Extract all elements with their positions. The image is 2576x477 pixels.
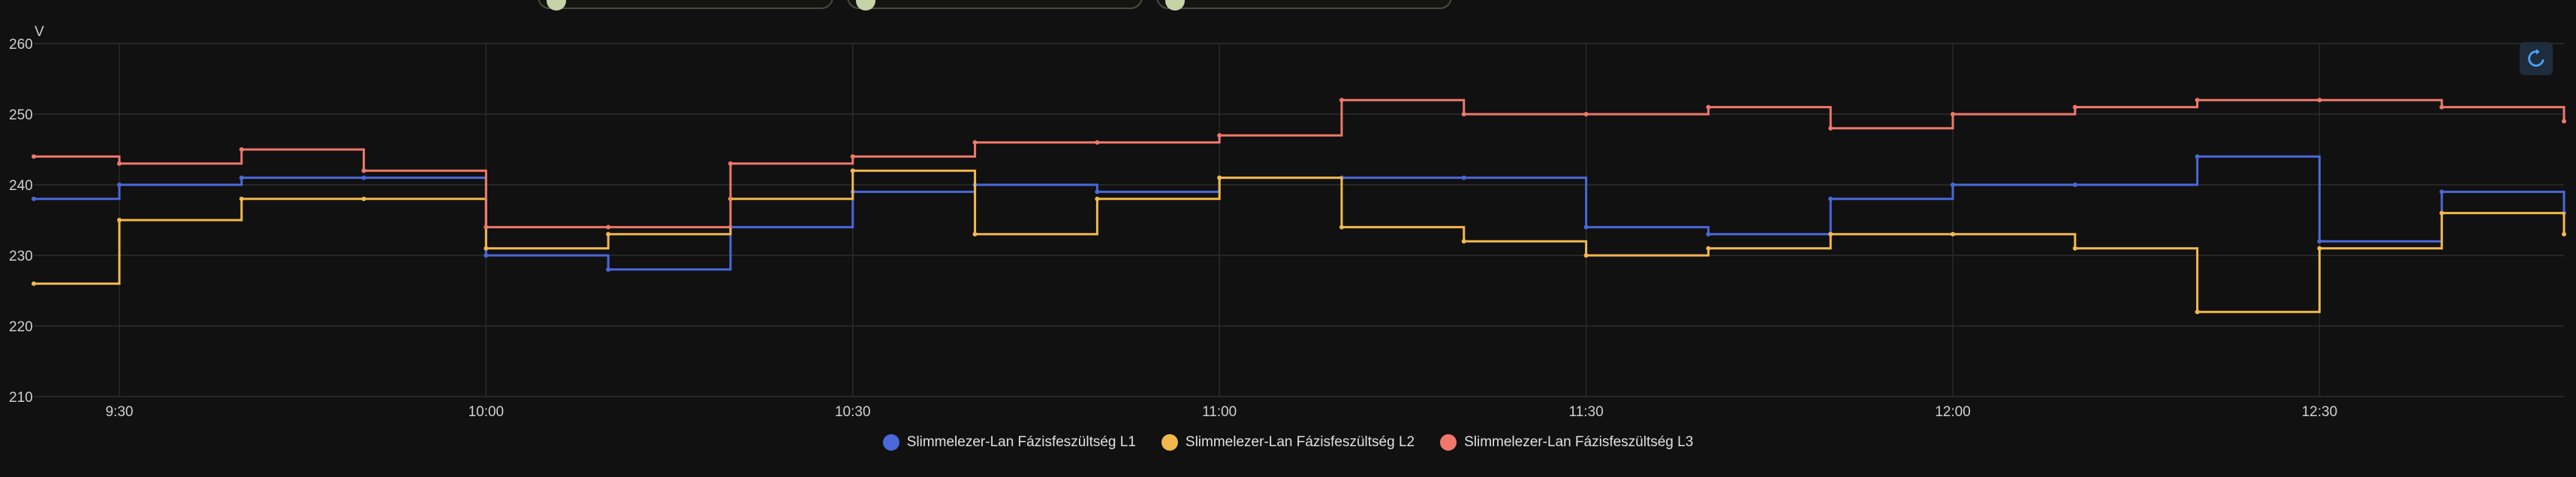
- data-point-l1: [2439, 189, 2445, 195]
- restore-icon: [2528, 49, 2544, 67]
- chip-dot-icon: [547, 0, 566, 11]
- series-line-l3: [34, 98, 2565, 228]
- chip-dot-icon: [1165, 0, 1185, 11]
- data-point-l2: [2195, 309, 2200, 315]
- data-point-l1: [1461, 175, 1466, 180]
- data-point-l1: [1950, 183, 1955, 187]
- data-point-l1: [1706, 231, 1711, 237]
- data-point-l1: [606, 267, 611, 272]
- grid: [34, 43, 2564, 397]
- data-point-l3: [1706, 104, 1711, 110]
- data-point-l3: [1095, 140, 1100, 145]
- data-point-l2: [972, 231, 978, 237]
- data-point-l3: [2072, 104, 2077, 110]
- data-point-l2: [2439, 210, 2445, 216]
- legend-swatch: [1161, 434, 1178, 451]
- chip-dot-icon: [856, 0, 875, 11]
- data-point-l2: [1706, 246, 1711, 251]
- x-tick-label: 9:30: [105, 404, 133, 420]
- legend-label: Slimmelezer-Lan Fázisfeszültség L1: [906, 434, 1136, 450]
- data-point-l1: [1095, 189, 1100, 195]
- data-point-l2: [32, 281, 36, 286]
- reset-zoom-button[interactable]: [2520, 42, 2553, 75]
- data-point-l2: [1828, 231, 1833, 237]
- data-point-l3: [239, 147, 244, 152]
- legend-swatch: [882, 434, 899, 451]
- data-point-l2: [1339, 225, 1344, 230]
- y-tick-label: 210: [9, 390, 33, 406]
- x-tick-label: 11:00: [1202, 404, 1237, 420]
- data-point-l2: [116, 218, 122, 222]
- data-point-l3: [2195, 98, 2200, 103]
- data-point-l3: [850, 154, 855, 159]
- data-point-l1: [484, 253, 489, 258]
- data-point-l3: [484, 225, 489, 230]
- data-point-l3: [1217, 133, 1222, 138]
- data-point-l1: [1583, 225, 1589, 230]
- data-point-l2: [1950, 231, 1955, 237]
- data-point-l1: [2317, 239, 2322, 244]
- chart-legend: Slimmelezer-Lan Fázisfeszültség L1 Slimme…: [0, 434, 2576, 451]
- x-tick-label: 12:30: [2302, 404, 2338, 420]
- x-tick-label: 11:30: [1569, 404, 1604, 420]
- data-point-l2: [1095, 196, 1100, 201]
- y-tick-label: 230: [9, 249, 33, 264]
- data-point-l1: [116, 183, 122, 187]
- legend-label: Slimmelezer-Lan Fázisfeszültség L2: [1185, 434, 1415, 450]
- data-point-l3: [728, 161, 733, 166]
- data-point-l1: [239, 175, 244, 180]
- data-point-l3: [2562, 119, 2566, 124]
- legend-swatch: [1440, 434, 1457, 451]
- data-point-l3: [1461, 112, 1466, 116]
- y-tick-label: 220: [9, 319, 33, 335]
- data-point-l3: [1950, 112, 1955, 116]
- data-point-l1: [2072, 183, 2077, 187]
- x-axis: 9:30 10:00 10:30 11:00 11:30 12:00 12:30: [105, 404, 2337, 420]
- filter-chip-1[interactable]: [538, 0, 833, 11]
- data-point-l2: [361, 196, 366, 201]
- legend-item-l2[interactable]: Slimmelezer-Lan Fázisfeszültség L2: [1161, 434, 1415, 451]
- x-tick-label: 10:00: [469, 404, 505, 420]
- data-point-l2: [484, 246, 489, 251]
- data-point-l2: [1217, 175, 1222, 180]
- y-tick-label: 250: [9, 107, 33, 123]
- legend-item-l1[interactable]: Slimmelezer-Lan Fázisfeszültség L1: [882, 434, 1136, 451]
- data-point-l2: [239, 196, 244, 201]
- data-point-l2: [606, 231, 611, 237]
- x-tick-label: 10:30: [835, 404, 871, 420]
- x-tick-label: 12:00: [1935, 404, 1971, 420]
- data-point-l1: [2195, 154, 2200, 159]
- y-tick-label: 240: [9, 178, 33, 194]
- data-point-l3: [1339, 98, 1344, 103]
- data-point-l2: [2562, 231, 2566, 237]
- data-point-l2: [2072, 246, 2077, 251]
- series-lines: [32, 98, 2566, 315]
- data-point-l2: [850, 168, 855, 174]
- y-tick-label: 260: [9, 37, 33, 53]
- series-line-l1: [34, 155, 2565, 271]
- series-line-l2: [34, 169, 2565, 313]
- data-point-l2: [1583, 253, 1589, 258]
- data-point-l1: [32, 196, 36, 201]
- legend-label: Slimmelezer-Lan Fázisfeszültség L3: [1464, 434, 1694, 450]
- data-point-l3: [1828, 125, 1833, 131]
- legend-item-l3[interactable]: Slimmelezer-Lan Fázisfeszültség L3: [1440, 434, 1693, 451]
- data-point-l2: [2317, 246, 2322, 251]
- data-point-l3: [2317, 98, 2322, 103]
- data-point-l3: [972, 140, 978, 145]
- data-point-l3: [606, 225, 611, 230]
- data-point-l3: [2439, 104, 2445, 110]
- data-point-l1: [1828, 196, 1833, 201]
- data-point-l3: [361, 168, 366, 174]
- data-point-l2: [1461, 239, 1466, 244]
- data-point-l1: [361, 175, 366, 180]
- y-axis: 260 250 240 230 220 210: [9, 37, 33, 406]
- data-point-l3: [1583, 112, 1589, 116]
- data-point-l3: [32, 154, 36, 159]
- y-unit-label: V: [35, 24, 44, 40]
- data-point-l3: [116, 161, 122, 166]
- voltage-chart[interactable]: 260 250 240 230 220 210 9:30 10:00 10:30 11:00 11…: [0, 0, 2576, 421]
